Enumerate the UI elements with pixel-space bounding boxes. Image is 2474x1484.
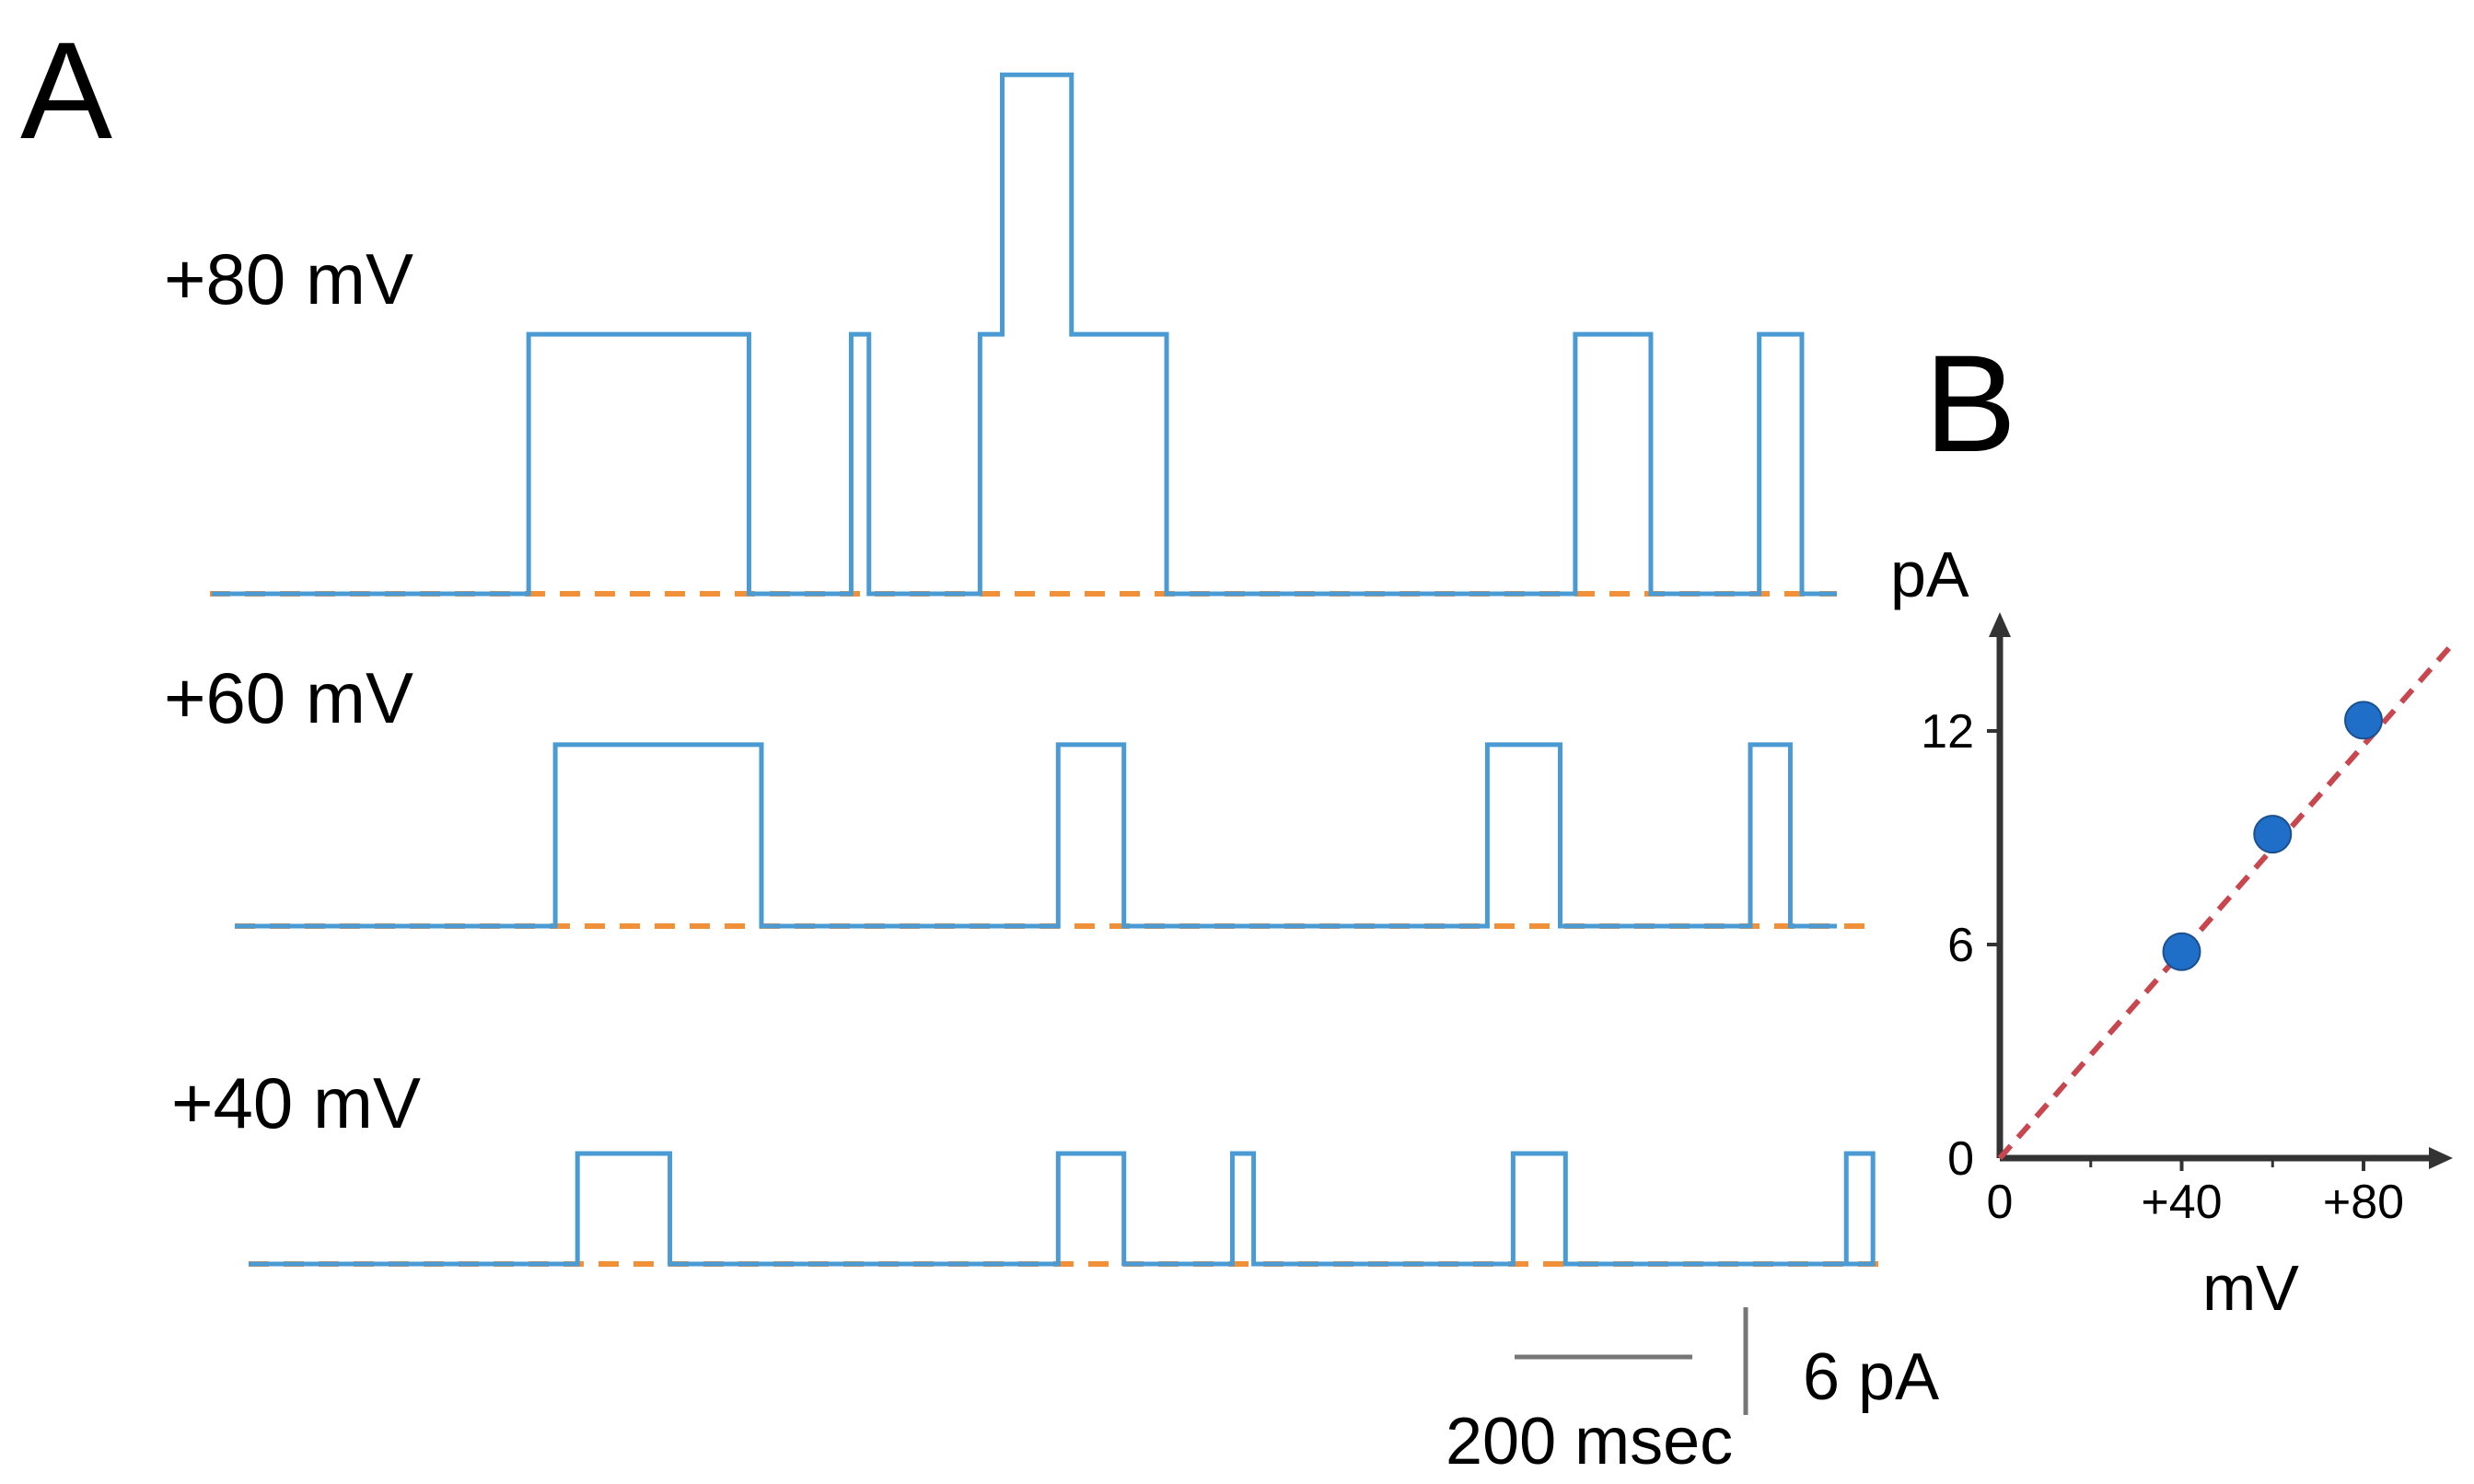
trace-label-60mv: +60 mV	[164, 657, 413, 738]
fit-line	[1997, 640, 2457, 1160]
y-axis-title: pA	[1890, 539, 1969, 610]
y-tick-label: 6	[1947, 919, 1974, 972]
scale-bars: 200 msec 6 pA	[1446, 1307, 1939, 1478]
x-axis-arrow	[2429, 1147, 2453, 1169]
data-point	[2253, 815, 2293, 854]
x-tick-label: 0	[1987, 1176, 2014, 1229]
current-scale-label: 6 pA	[1803, 1340, 1939, 1414]
data-point	[2344, 701, 2383, 740]
x-tick-label: +80	[2323, 1176, 2404, 1229]
x-axis-title: mV	[2202, 1252, 2299, 1324]
time-scale-label: 200 msec	[1446, 1405, 1733, 1478]
trace-label-40mv: +40 mV	[171, 1062, 421, 1143]
x-tick-label: +40	[2141, 1176, 2222, 1229]
current-trace-40mv	[249, 1151, 1876, 1267]
current-trace-80mv	[212, 72, 1837, 597]
panel-a-label: A	[20, 13, 112, 168]
iv-plot: pA mV 0 +40 +80 0 6 12	[1890, 539, 2457, 1324]
current-trace-60mv	[235, 742, 1837, 929]
data-point	[2162, 932, 2201, 971]
y-tick-label: 0	[1947, 1132, 1974, 1186]
trace-label-80mv: +80 mV	[164, 238, 413, 319]
y-tick-label: 12	[1921, 705, 1974, 759]
trace-panel: +80 mV +60 mV +40 mV	[164, 72, 1878, 1267]
panel-b-label: B	[1924, 326, 2016, 481]
y-axis-arrow	[1989, 612, 2011, 637]
